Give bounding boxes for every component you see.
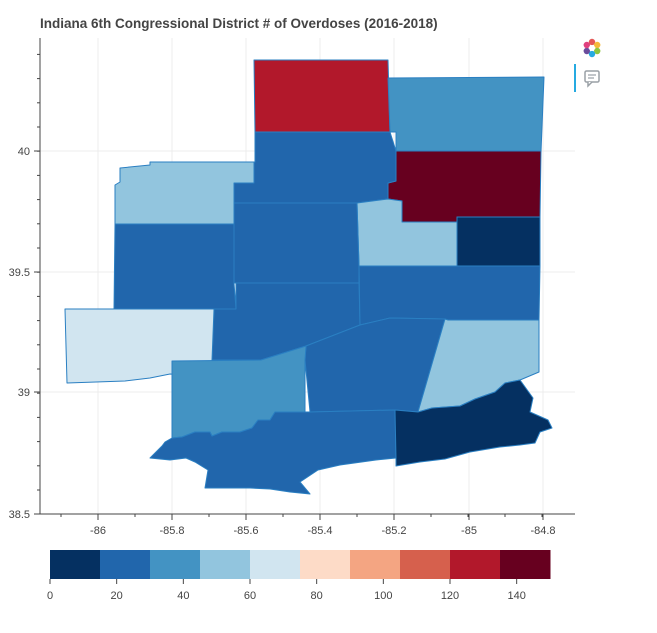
x-tick-label: -85.6	[233, 525, 258, 537]
x-tick-label: -85.8	[159, 525, 184, 537]
colorbar-swatch	[50, 550, 101, 579]
colorbar-tick-label: 0	[47, 590, 53, 602]
county-east-dark-red[interactable]	[387, 150, 542, 223]
county-north-center[interactable]	[233, 131, 397, 204]
x-tick-label: -85.2	[381, 525, 406, 537]
county-layer	[64, 59, 553, 495]
colorbar-tick-label: 80	[311, 590, 323, 602]
county-center[interactable]	[233, 202, 360, 284]
colorbar-tick-label: 40	[177, 590, 189, 602]
colorbar-swatch	[150, 550, 201, 579]
x-tick-label: -86	[90, 525, 106, 537]
x-tick-label: -84.8	[530, 525, 555, 537]
colorbar-tick-label: 60	[244, 590, 256, 602]
chart-title: Indiana 6th Congressional District # of …	[40, 16, 438, 31]
colorbar-swatch	[400, 550, 451, 579]
toolbar	[574, 36, 604, 96]
colorbar-tick-label: 120	[441, 590, 459, 602]
colorbar-swatch	[100, 550, 151, 579]
county-northwest-light[interactable]	[114, 161, 255, 225]
bokeh-logo-icon[interactable]	[582, 38, 602, 58]
active-tool-indicator	[574, 64, 576, 92]
colorbar-swatch	[250, 550, 301, 579]
county-west[interactable]	[113, 223, 237, 310]
colorbar-tick-label: 20	[111, 590, 123, 602]
colorbar-swatch	[500, 550, 551, 579]
colorbar-tick-label: 100	[374, 590, 392, 602]
x-tick-label: -85.4	[307, 525, 332, 537]
y-tick-label: 39.5	[9, 267, 30, 279]
y-tick-label: 38.5	[9, 509, 30, 521]
county-east-darkest[interactable]	[456, 216, 541, 267]
y-tick-label: 39	[18, 387, 30, 399]
hover-tool-icon[interactable]	[582, 68, 602, 88]
colorbar-swatch	[300, 550, 351, 579]
color-bar: 0 20 40 60 80 100 120 140	[47, 550, 551, 602]
colorbar-swatch	[350, 550, 401, 579]
colorbar-swatch	[200, 550, 251, 579]
county-south[interactable]	[149, 409, 397, 495]
county-northeast-top[interactable]	[387, 76, 545, 153]
county-north-top[interactable]	[253, 59, 391, 133]
county-center-east[interactable]	[358, 265, 541, 326]
colorbar-tick-label: 140	[507, 590, 525, 602]
colorbar-swatch	[450, 550, 501, 579]
county-southeast-dark[interactable]	[394, 379, 553, 467]
y-tick-label: 40	[18, 146, 30, 158]
x-tick-label: -85	[461, 525, 477, 537]
axes: -86 -85.8 -85.6 -85.4 -85.2 -85 -84.8 38.5 39 39.…	[9, 38, 575, 537]
